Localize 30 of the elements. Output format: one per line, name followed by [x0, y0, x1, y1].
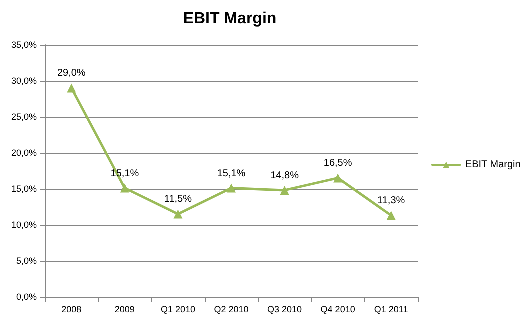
data-label: 11,3%	[378, 196, 406, 207]
x-tick-label: 2009	[114, 304, 135, 314]
data-label: 14,8%	[270, 170, 300, 182]
chart-title: EBIT Margin	[183, 10, 277, 28]
point	[227, 184, 236, 193]
x-tick-label: 2008	[62, 304, 82, 314]
point	[280, 186, 290, 195]
y-tick-label: 0,0%	[16, 292, 37, 302]
point	[334, 174, 343, 183]
y-tick-label: 25,0%	[11, 112, 37, 122]
data-label: 29,0%	[57, 68, 86, 80]
y-tick-label: 30,0%	[11, 76, 37, 86]
data-label: 15,1%	[217, 168, 246, 180]
x-tick-label: Q4 2010	[320, 304, 356, 314]
x-tick-label: Q2 2010	[214, 304, 249, 314]
x-tick-label: Q1 2011	[374, 304, 408, 314]
x-tick-label: Q3 2010	[268, 304, 302, 314]
y-tick-label: 15,0%	[11, 184, 37, 194]
data-label: 11,5%	[164, 194, 192, 206]
y-tick-label: 5,0%	[16, 256, 37, 266]
y-tick-label: 20,0%	[11, 148, 37, 158]
y-tick-label: 35,0%	[11, 40, 37, 50]
data-label: 16,5%	[324, 158, 352, 170]
x-tick-label: Q1 2010	[160, 304, 196, 314]
point	[120, 184, 130, 193]
legend-label: EBIT Margin	[465, 160, 521, 170]
point	[67, 84, 76, 93]
point	[174, 210, 183, 219]
point	[386, 211, 396, 220]
y-tick-label: 10,0%	[11, 220, 37, 230]
